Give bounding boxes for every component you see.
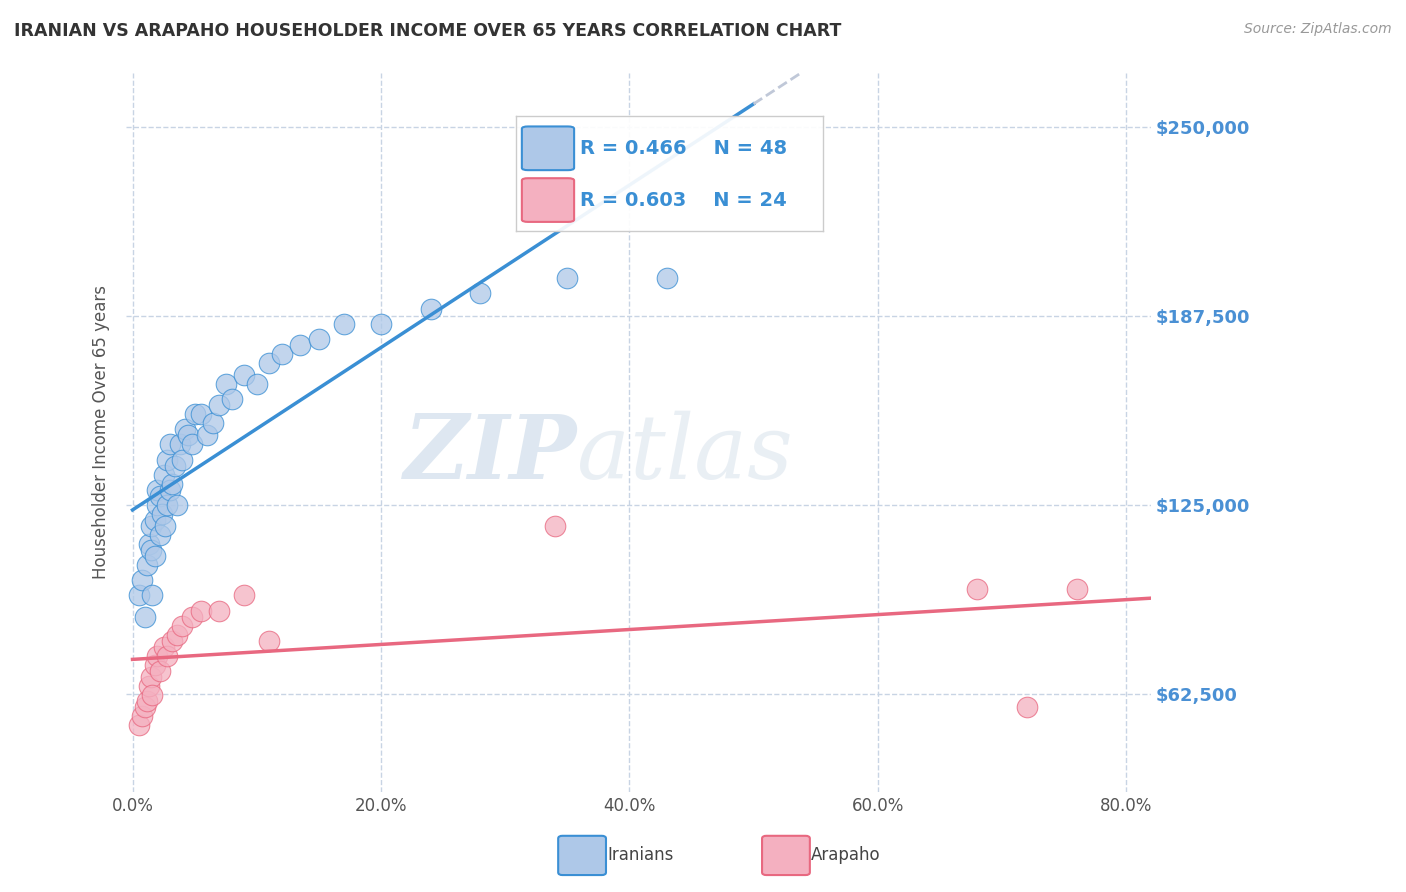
Point — [221, 392, 243, 406]
Point — [163, 458, 186, 473]
Point — [555, 271, 578, 285]
Point — [1066, 582, 1088, 597]
Point — [470, 286, 492, 301]
Point — [143, 549, 166, 563]
Point — [190, 407, 212, 421]
Point — [181, 437, 204, 451]
Point — [190, 603, 212, 617]
Point — [139, 670, 162, 684]
Point — [208, 603, 231, 617]
Point — [1015, 700, 1038, 714]
Point — [172, 452, 194, 467]
Point — [128, 589, 150, 603]
Point — [139, 519, 162, 533]
Point — [143, 513, 166, 527]
Point — [419, 301, 441, 316]
Point — [152, 467, 174, 482]
Point — [131, 574, 153, 588]
Point — [544, 519, 567, 533]
Point — [233, 589, 256, 603]
Point — [233, 368, 256, 382]
Point — [159, 437, 181, 451]
Point — [162, 476, 184, 491]
Point — [149, 664, 172, 678]
Point — [290, 338, 312, 352]
Point — [208, 398, 231, 412]
Point — [308, 332, 330, 346]
Point — [215, 377, 238, 392]
Text: ZIP: ZIP — [404, 410, 578, 497]
Text: Source: ZipAtlas.com: Source: ZipAtlas.com — [1244, 22, 1392, 37]
Point — [156, 452, 179, 467]
Point — [134, 609, 156, 624]
Text: Iranians: Iranians — [607, 847, 673, 864]
Point — [370, 317, 392, 331]
Point — [183, 407, 205, 421]
Point — [146, 483, 169, 497]
Point — [156, 648, 179, 663]
Point — [332, 317, 354, 331]
Point — [146, 648, 169, 663]
Point — [149, 489, 172, 503]
Y-axis label: Householder Income Over 65 years: Householder Income Over 65 years — [93, 285, 110, 579]
Point — [166, 628, 188, 642]
Point — [166, 498, 188, 512]
Point — [146, 498, 169, 512]
Point — [138, 537, 160, 551]
Point — [655, 271, 678, 285]
Point — [149, 528, 172, 542]
Point — [141, 688, 163, 702]
Point — [270, 347, 292, 361]
Point — [257, 356, 280, 370]
Point — [128, 718, 150, 732]
Point — [150, 507, 173, 521]
Point — [257, 633, 280, 648]
Point — [152, 640, 174, 654]
Point — [181, 609, 204, 624]
Point — [172, 618, 194, 632]
Point — [156, 498, 179, 512]
Point — [162, 633, 184, 648]
Point — [966, 582, 988, 597]
Point — [177, 428, 200, 442]
Point — [136, 558, 159, 573]
Point — [202, 417, 225, 431]
Point — [153, 519, 176, 533]
Point — [134, 700, 156, 714]
Point — [173, 422, 195, 436]
Point — [141, 589, 163, 603]
Point — [136, 694, 159, 708]
Text: atlas: atlas — [578, 410, 793, 498]
Point — [169, 437, 191, 451]
Text: IRANIAN VS ARAPAHO HOUSEHOLDER INCOME OVER 65 YEARS CORRELATION CHART: IRANIAN VS ARAPAHO HOUSEHOLDER INCOME OV… — [14, 22, 841, 40]
Point — [143, 657, 166, 672]
Point — [195, 428, 218, 442]
Point — [138, 679, 160, 693]
Point — [159, 483, 181, 497]
Text: Arapaho: Arapaho — [811, 847, 882, 864]
Point — [139, 543, 162, 558]
Point — [246, 377, 269, 392]
Point — [131, 709, 153, 723]
